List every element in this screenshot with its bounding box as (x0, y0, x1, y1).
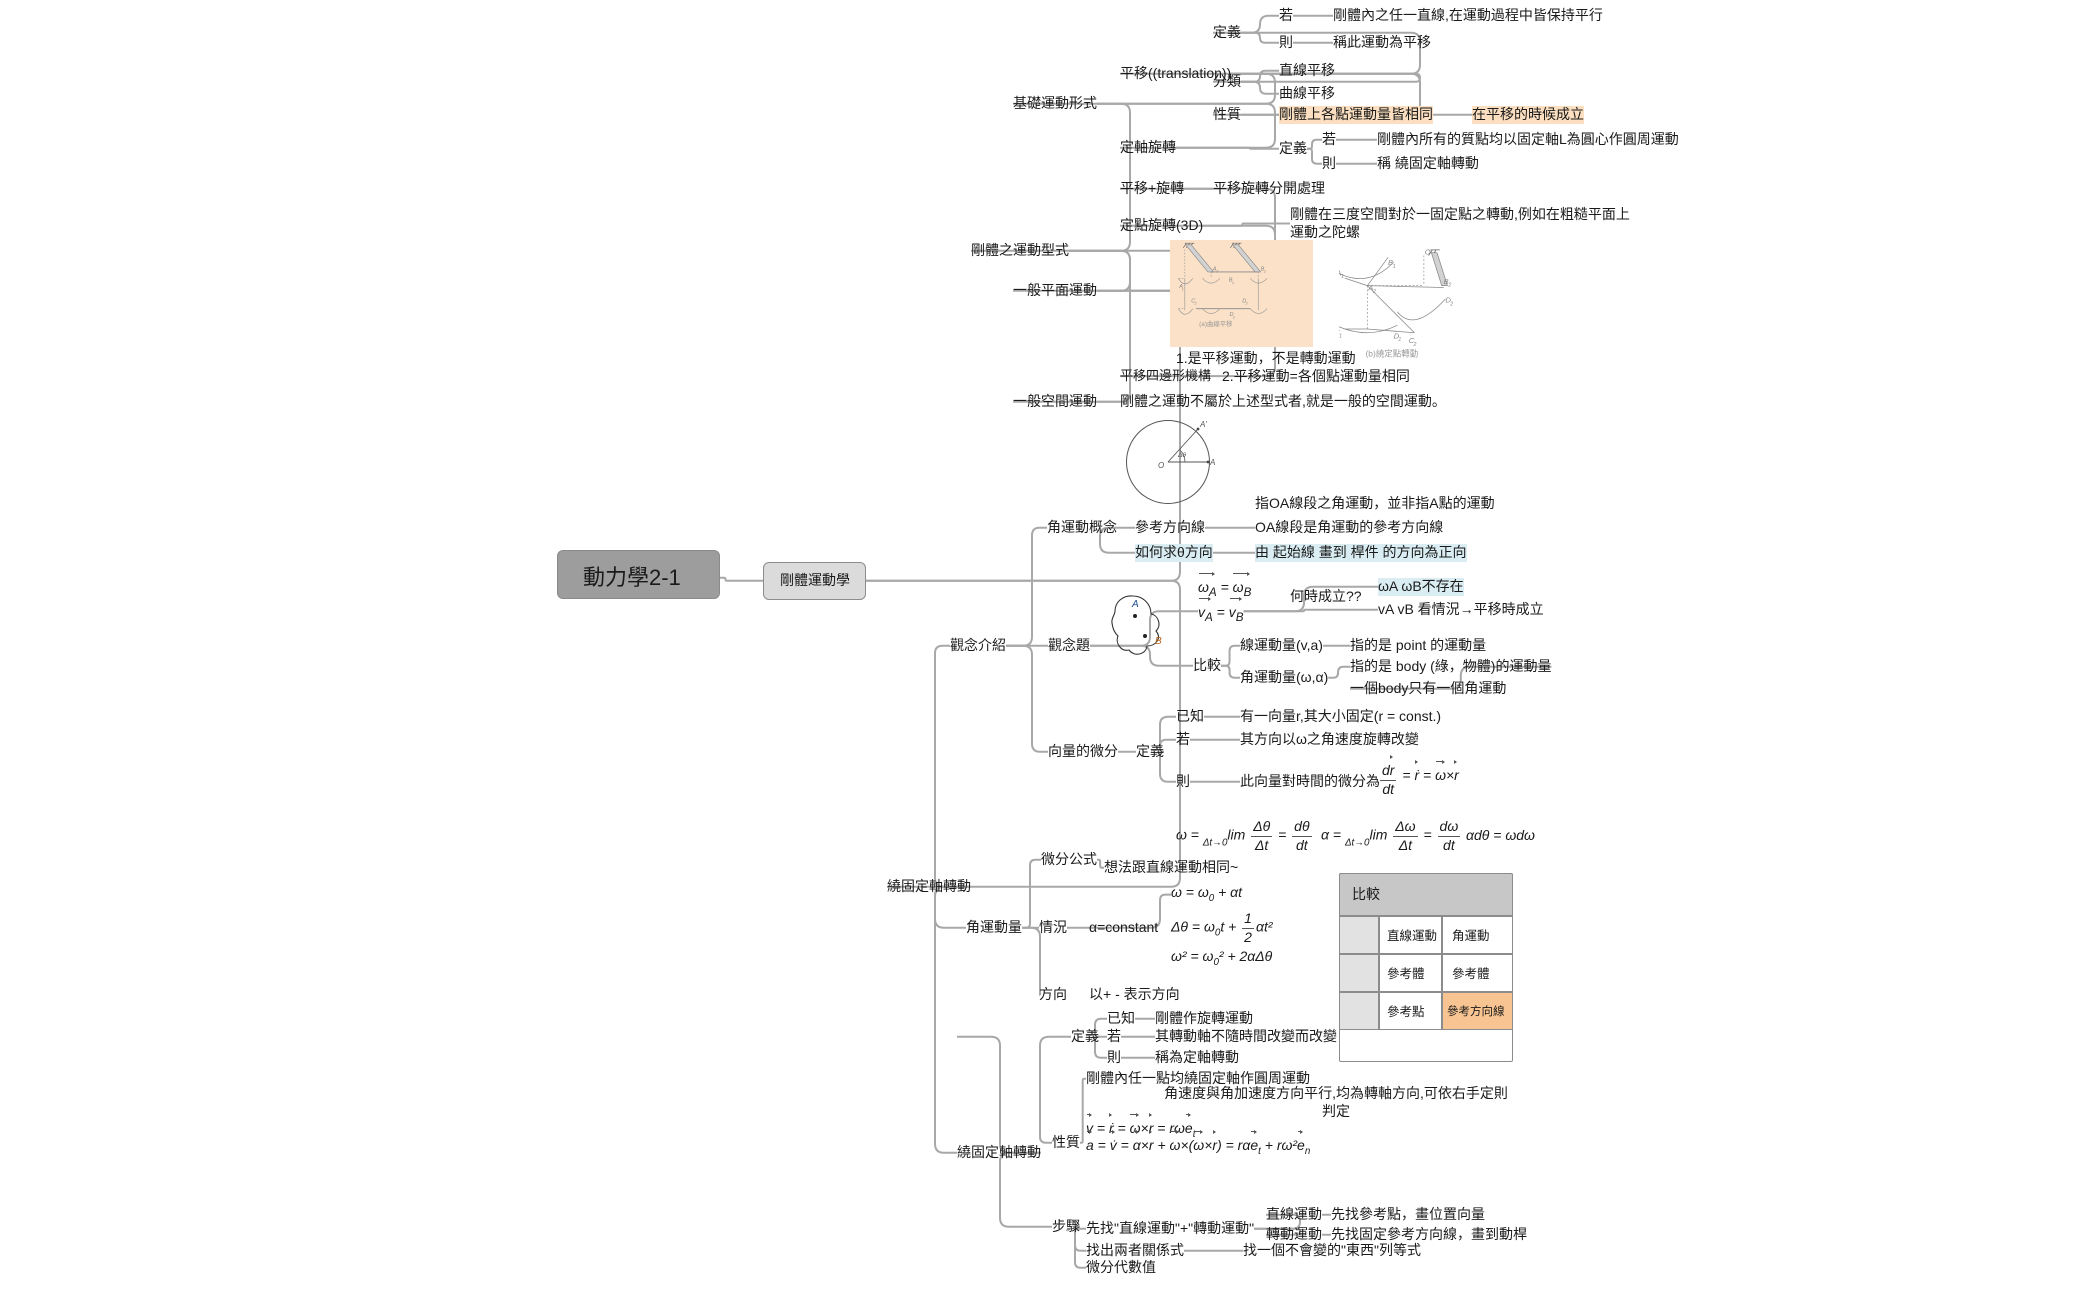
svg-text:1: 1 (1339, 333, 1342, 339)
svg-text:2: 2 (1372, 289, 1376, 295)
svg-text:O: O (1425, 248, 1431, 257)
svg-text:1: 1 (1182, 286, 1184, 291)
svg-text:2: 2 (1449, 301, 1453, 307)
svg-text:A: A (1131, 599, 1139, 610)
svg-text:(a)曲線平移: (a)曲線平移 (1199, 319, 1233, 328)
svg-text:(b)繞定點轉動: (b)繞定點轉動 (1365, 348, 1418, 358)
svg-text:1: 1 (1233, 314, 1235, 319)
svg-text:A': A' (1199, 420, 1207, 429)
svg-text:2: 2 (1412, 342, 1416, 348)
svg-text:1: 1 (1341, 274, 1344, 280)
svg-text:B: B (1155, 636, 1162, 647)
svg-text:2: 2 (1193, 301, 1197, 306)
svg-text:1: 1 (1393, 264, 1396, 270)
svg-text:Δθ: Δθ (1177, 452, 1186, 459)
svg-text:O: O (1158, 461, 1164, 470)
svg-text:A: A (1209, 458, 1215, 467)
svg-text:1: 1 (1232, 280, 1234, 285)
svg-text:1: 1 (1398, 337, 1401, 343)
svg-text:2: 2 (1447, 283, 1451, 289)
svg-text:2: 2 (1215, 269, 1219, 274)
svg-text:2: 2 (1244, 301, 1248, 306)
svg-text:2: 2 (1263, 269, 1267, 274)
